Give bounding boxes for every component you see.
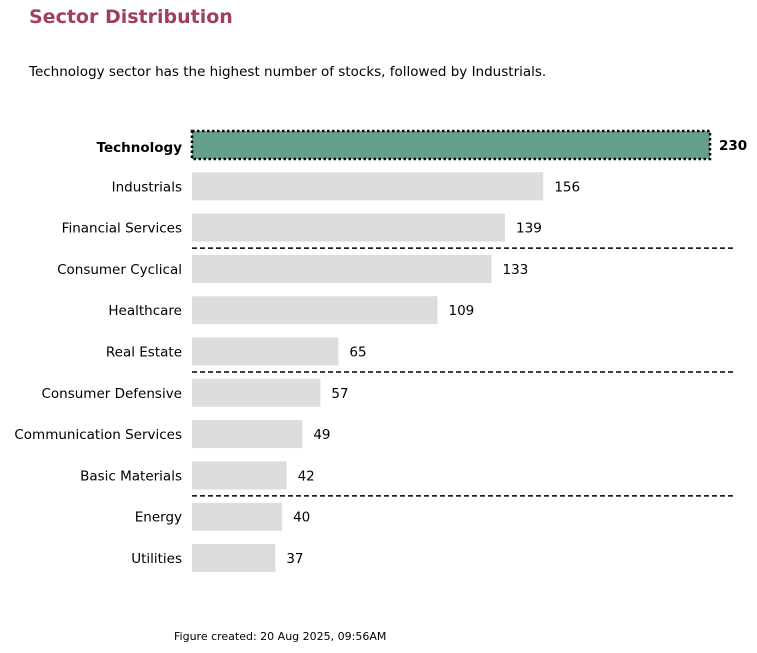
bar-utilities [192,544,276,572]
category-label-consumer-defensive: Consumer Defensive [41,386,182,402]
chart-subtitle: Technology sector has the highest number… [29,64,547,80]
value-label-consumer-cyclical: 133 [503,262,529,278]
category-label-industrials: Industrials [112,179,182,195]
bar-basic-materials [192,461,287,490]
category-label-real-estate: Real Estate [106,345,182,361]
category-label-basic-materials: Basic Materials [80,468,182,484]
value-label-energy: 40 [293,510,310,526]
category-label-consumer-cyclical: Consumer Cyclical [57,262,182,278]
category-label-technology: Technology [97,140,183,156]
bar-communication-services [192,420,303,449]
bar-technology [190,129,712,161]
category-label-energy: Energy [135,510,182,526]
category-label-financial-services: Financial Services [62,221,182,237]
value-label-basic-materials: 42 [298,468,315,484]
chart-footnote: Figure created: 20 Aug 2025, 09:56AM [174,630,387,643]
bar-consumer-defensive [192,378,321,407]
category-label-communication-services: Communication Services [14,427,182,443]
value-label-utilities: 37 [286,551,303,567]
value-label-real-estate: 65 [349,345,366,361]
value-label-healthcare: 109 [448,303,474,319]
bar-consumer-cyclical [192,254,492,283]
value-label-technology: 230 [719,138,747,154]
chart-title: Sector Distribution [29,6,233,28]
value-label-communication-services: 49 [313,427,330,443]
bar-energy [192,502,283,531]
value-label-consumer-defensive: 57 [331,386,348,402]
bar-industrials [192,172,544,201]
bar-real-estate [192,337,339,366]
bar-chart: Technology 230 Industrials 156 Financial Ser… [14,129,747,572]
category-label-healthcare: Healthcare [108,303,182,319]
value-label-industrials: 156 [554,179,580,195]
bar-financial-services [192,213,506,242]
bar-healthcare [192,296,438,325]
value-label-financial-services: 139 [516,221,542,237]
category-label-utilities: Utilities [131,551,182,567]
